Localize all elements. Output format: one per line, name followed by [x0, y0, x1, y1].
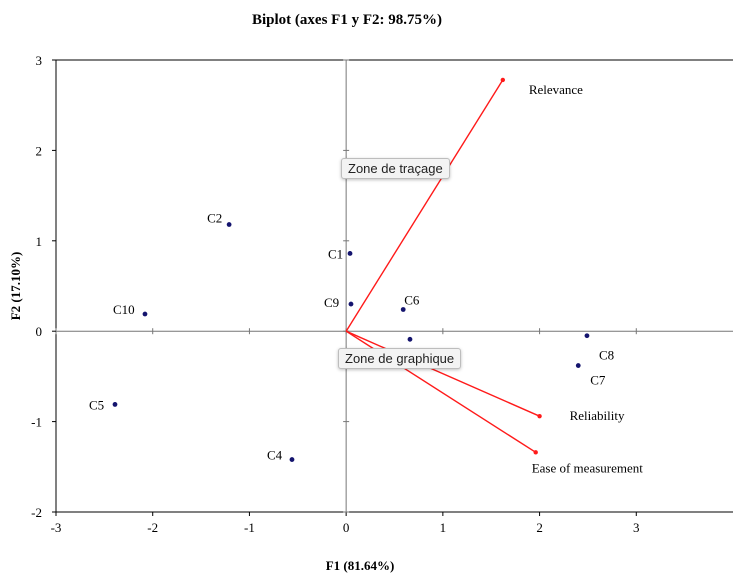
variable-label: Ease of measurement	[532, 460, 644, 475]
x-tick-label: 0	[343, 520, 350, 535]
observation-point	[347, 251, 353, 256]
variable-label: Reliability	[570, 408, 625, 423]
y-tick-label: 2	[36, 143, 43, 158]
observation-label: C6	[404, 293, 420, 308]
observation-point	[584, 333, 590, 339]
observation-label: C2	[207, 211, 222, 226]
observation-label: C8	[599, 348, 614, 363]
variable-label: Relevance	[529, 82, 583, 97]
observation-point	[400, 307, 406, 312]
observation-point	[142, 311, 148, 317]
variable-point	[533, 450, 538, 455]
x-tick-label: 3	[633, 520, 640, 535]
variable-point	[500, 77, 506, 83]
x-axis-title: F1 (81.64%)	[326, 558, 395, 573]
observation-label: C1	[328, 246, 343, 261]
chart-area-tooltip: Zone de graphique	[338, 348, 462, 369]
observation-label: C9	[324, 295, 339, 310]
observation-label: C5	[89, 397, 104, 412]
chart-title: Biplot (axes F1 y F2: 98.75%)	[252, 12, 442, 28]
y-tick-label: -1	[31, 415, 42, 430]
observation-point	[112, 402, 118, 407]
observation-point	[226, 222, 232, 227]
observation-point	[575, 363, 581, 368]
observation-point	[289, 457, 295, 462]
plot-area[interactable]: -3 -2 -1 0 1 2 3 -2 -1 0 1 2 3 Relevance Reliability Ea…	[31, 53, 733, 535]
y-tick-label: 0	[36, 324, 43, 339]
x-tick-label: 2	[536, 520, 543, 535]
plot-area-tooltip: Zone de traçage	[341, 158, 450, 179]
observation-label: C7	[590, 373, 606, 388]
observation-label: C4	[267, 448, 283, 463]
variable-vector	[345, 330, 540, 417]
y-tick-label: -2	[31, 505, 42, 520]
x-tick-label: 1	[440, 520, 447, 535]
variable-point	[537, 413, 542, 419]
y-tick-label: 3	[36, 53, 43, 68]
observation-point	[407, 336, 413, 342]
variable-vector	[345, 79, 504, 332]
y-axis-title: F2 (17.10%)	[8, 252, 23, 321]
y-tick-label: 1	[36, 234, 43, 249]
x-tick-label: -3	[51, 520, 62, 535]
observation-point	[348, 301, 354, 307]
observation-label: C10	[113, 302, 135, 317]
x-tick-label: -1	[244, 520, 255, 535]
x-tick-label: -2	[147, 520, 158, 535]
